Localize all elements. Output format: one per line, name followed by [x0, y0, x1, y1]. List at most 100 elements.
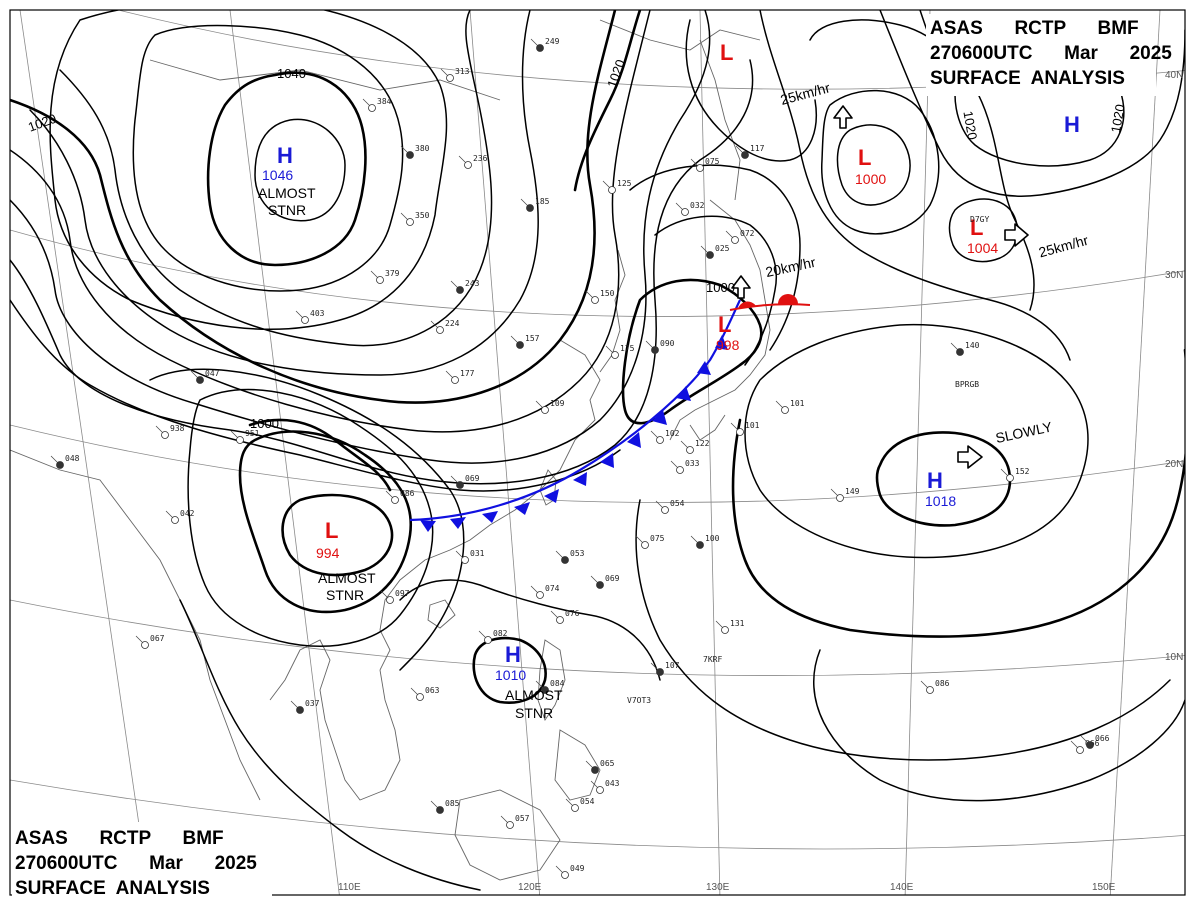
- station-plot: 065: [585, 759, 615, 774]
- station-pressure: 075: [705, 157, 720, 166]
- station-plot: 066: [1080, 734, 1110, 749]
- coast-hainan: [427, 599, 456, 629]
- coast-china: [379, 339, 601, 671]
- station-circle-icon: [541, 686, 549, 694]
- station-pressure: 380: [415, 144, 430, 153]
- station-plot: 067: [135, 634, 165, 649]
- station-pressure: 075: [650, 534, 665, 543]
- station-circle-icon: [561, 871, 569, 879]
- warm-front-line: [729, 303, 811, 311]
- station-circle-icon: [956, 348, 964, 356]
- station-plot: 053: [555, 549, 585, 564]
- motion-note-line2: STNR: [326, 587, 364, 603]
- station-plot: 149: [830, 487, 860, 502]
- low-value: 994: [316, 545, 340, 561]
- station-circle-icon: [1006, 474, 1014, 482]
- coast-kyushu: [689, 414, 726, 441]
- warm-front-bump-1: [738, 301, 756, 309]
- station-circle-icon: [296, 706, 304, 714]
- parallel-20n: [10, 424, 1185, 503]
- station-pressure: 149: [845, 487, 860, 496]
- station-pressure: 074: [545, 584, 560, 593]
- station-id: D7GY: [970, 215, 989, 224]
- station-circle-icon: [456, 286, 464, 294]
- motion-arrow-icon: [833, 105, 853, 129]
- coast-mongolia-border: [149, 59, 501, 101]
- high-center-1046: H 1046 ALMOST STNR: [258, 143, 316, 218]
- station-pressure: 140: [965, 341, 980, 350]
- station-plot: 101: [730, 421, 760, 436]
- pressure-centers: H 1046 ALMOST STNR L 994 ALMOST STNR H 1…: [258, 40, 1080, 721]
- isobar-1000-japan: [621, 278, 763, 425]
- station-pressure: 032: [690, 201, 705, 210]
- isobar-996: [281, 493, 394, 577]
- coast-burma: [179, 599, 261, 801]
- station-circle-icon: [641, 541, 649, 549]
- station-pressure: 185: [535, 197, 550, 206]
- meridian-140e: [904, 10, 931, 895]
- station-plot: 075: [635, 534, 665, 549]
- station-pressure: 109: [550, 399, 565, 408]
- coast-korea: [599, 249, 626, 373]
- station-circle-icon: [456, 481, 464, 489]
- station-plot: 043: [590, 779, 620, 794]
- station-circle-icon: [596, 786, 604, 794]
- station-plot: 131: [715, 619, 745, 634]
- motion-note-line1: ALMOST: [318, 570, 376, 586]
- station-pressure: 065: [600, 759, 615, 768]
- grid-labels: 110E 120E 130E 140E 150E 40N 30N 20N 10N: [338, 70, 1183, 893]
- station-plot: 025: [700, 244, 730, 259]
- station-circle-icon: [741, 151, 749, 159]
- low-center-sakhalin: L: [720, 40, 733, 65]
- station-plot: 072: [725, 229, 755, 244]
- station-circle-icon: [781, 406, 789, 414]
- station-plot: 032: [675, 201, 705, 216]
- station-id: BPRGB: [955, 380, 979, 389]
- station-circle-icon: [686, 446, 694, 454]
- station-pressure: 107: [665, 661, 680, 670]
- isobar-1008-pacific: [635, 499, 1171, 761]
- high-letter: H: [927, 468, 943, 493]
- low-center-998: L 998: [716, 312, 740, 353]
- coast-borneo: [454, 789, 561, 881]
- isobar-1014-pacific: [744, 323, 1089, 559]
- isobar-1016: [10, 10, 651, 433]
- isobar-1036: [132, 24, 404, 292]
- low-center-1004: L 1004: [967, 215, 998, 256]
- station-pressure: 043: [605, 779, 620, 788]
- lat-label-20n: 20N: [1165, 459, 1183, 470]
- header-top-backdrop: [926, 14, 1156, 96]
- low-value: 1004: [967, 240, 998, 256]
- isobar-1046-inner: [254, 118, 346, 222]
- station-circle-icon: [386, 596, 394, 604]
- isobar-1004-l1000: [821, 89, 940, 235]
- station-plot: 380: [400, 144, 430, 159]
- high-center-ne: H: [1064, 112, 1080, 137]
- station-circle-icon: [696, 541, 704, 549]
- graticule: [10, 10, 1185, 895]
- station-id: V7OT3: [627, 696, 651, 705]
- isobar-1012-ne: [759, 10, 1071, 361]
- station-plot: 249: [530, 37, 560, 52]
- station-circle-icon: [736, 428, 744, 436]
- header-line-3: SURFACE ANALYSIS: [930, 68, 1125, 89]
- station-pressure: 082: [493, 629, 508, 638]
- station-plot: 100: [690, 534, 720, 549]
- station-plot: 185: [520, 197, 550, 212]
- motion-note-line1: ALMOST: [505, 687, 563, 703]
- station-plot: 117: [735, 144, 765, 159]
- station-circle-icon: [676, 466, 684, 474]
- station-circle-icon: [541, 406, 549, 414]
- station-pressure: 090: [660, 339, 675, 348]
- isobar-1020-west: [10, 10, 617, 404]
- isobar-1000-l1000: [836, 124, 911, 206]
- isobar-1008-low: [149, 368, 465, 671]
- station-pressure: 403: [310, 309, 325, 318]
- station-pressure: 097: [395, 589, 410, 598]
- motion-note-line2: STNR: [268, 202, 306, 218]
- isobar-label: 1040: [277, 66, 306, 81]
- station-pressure: 069: [605, 574, 620, 583]
- station-pressure: 054: [670, 499, 685, 508]
- station-pressure: 125: [617, 179, 632, 188]
